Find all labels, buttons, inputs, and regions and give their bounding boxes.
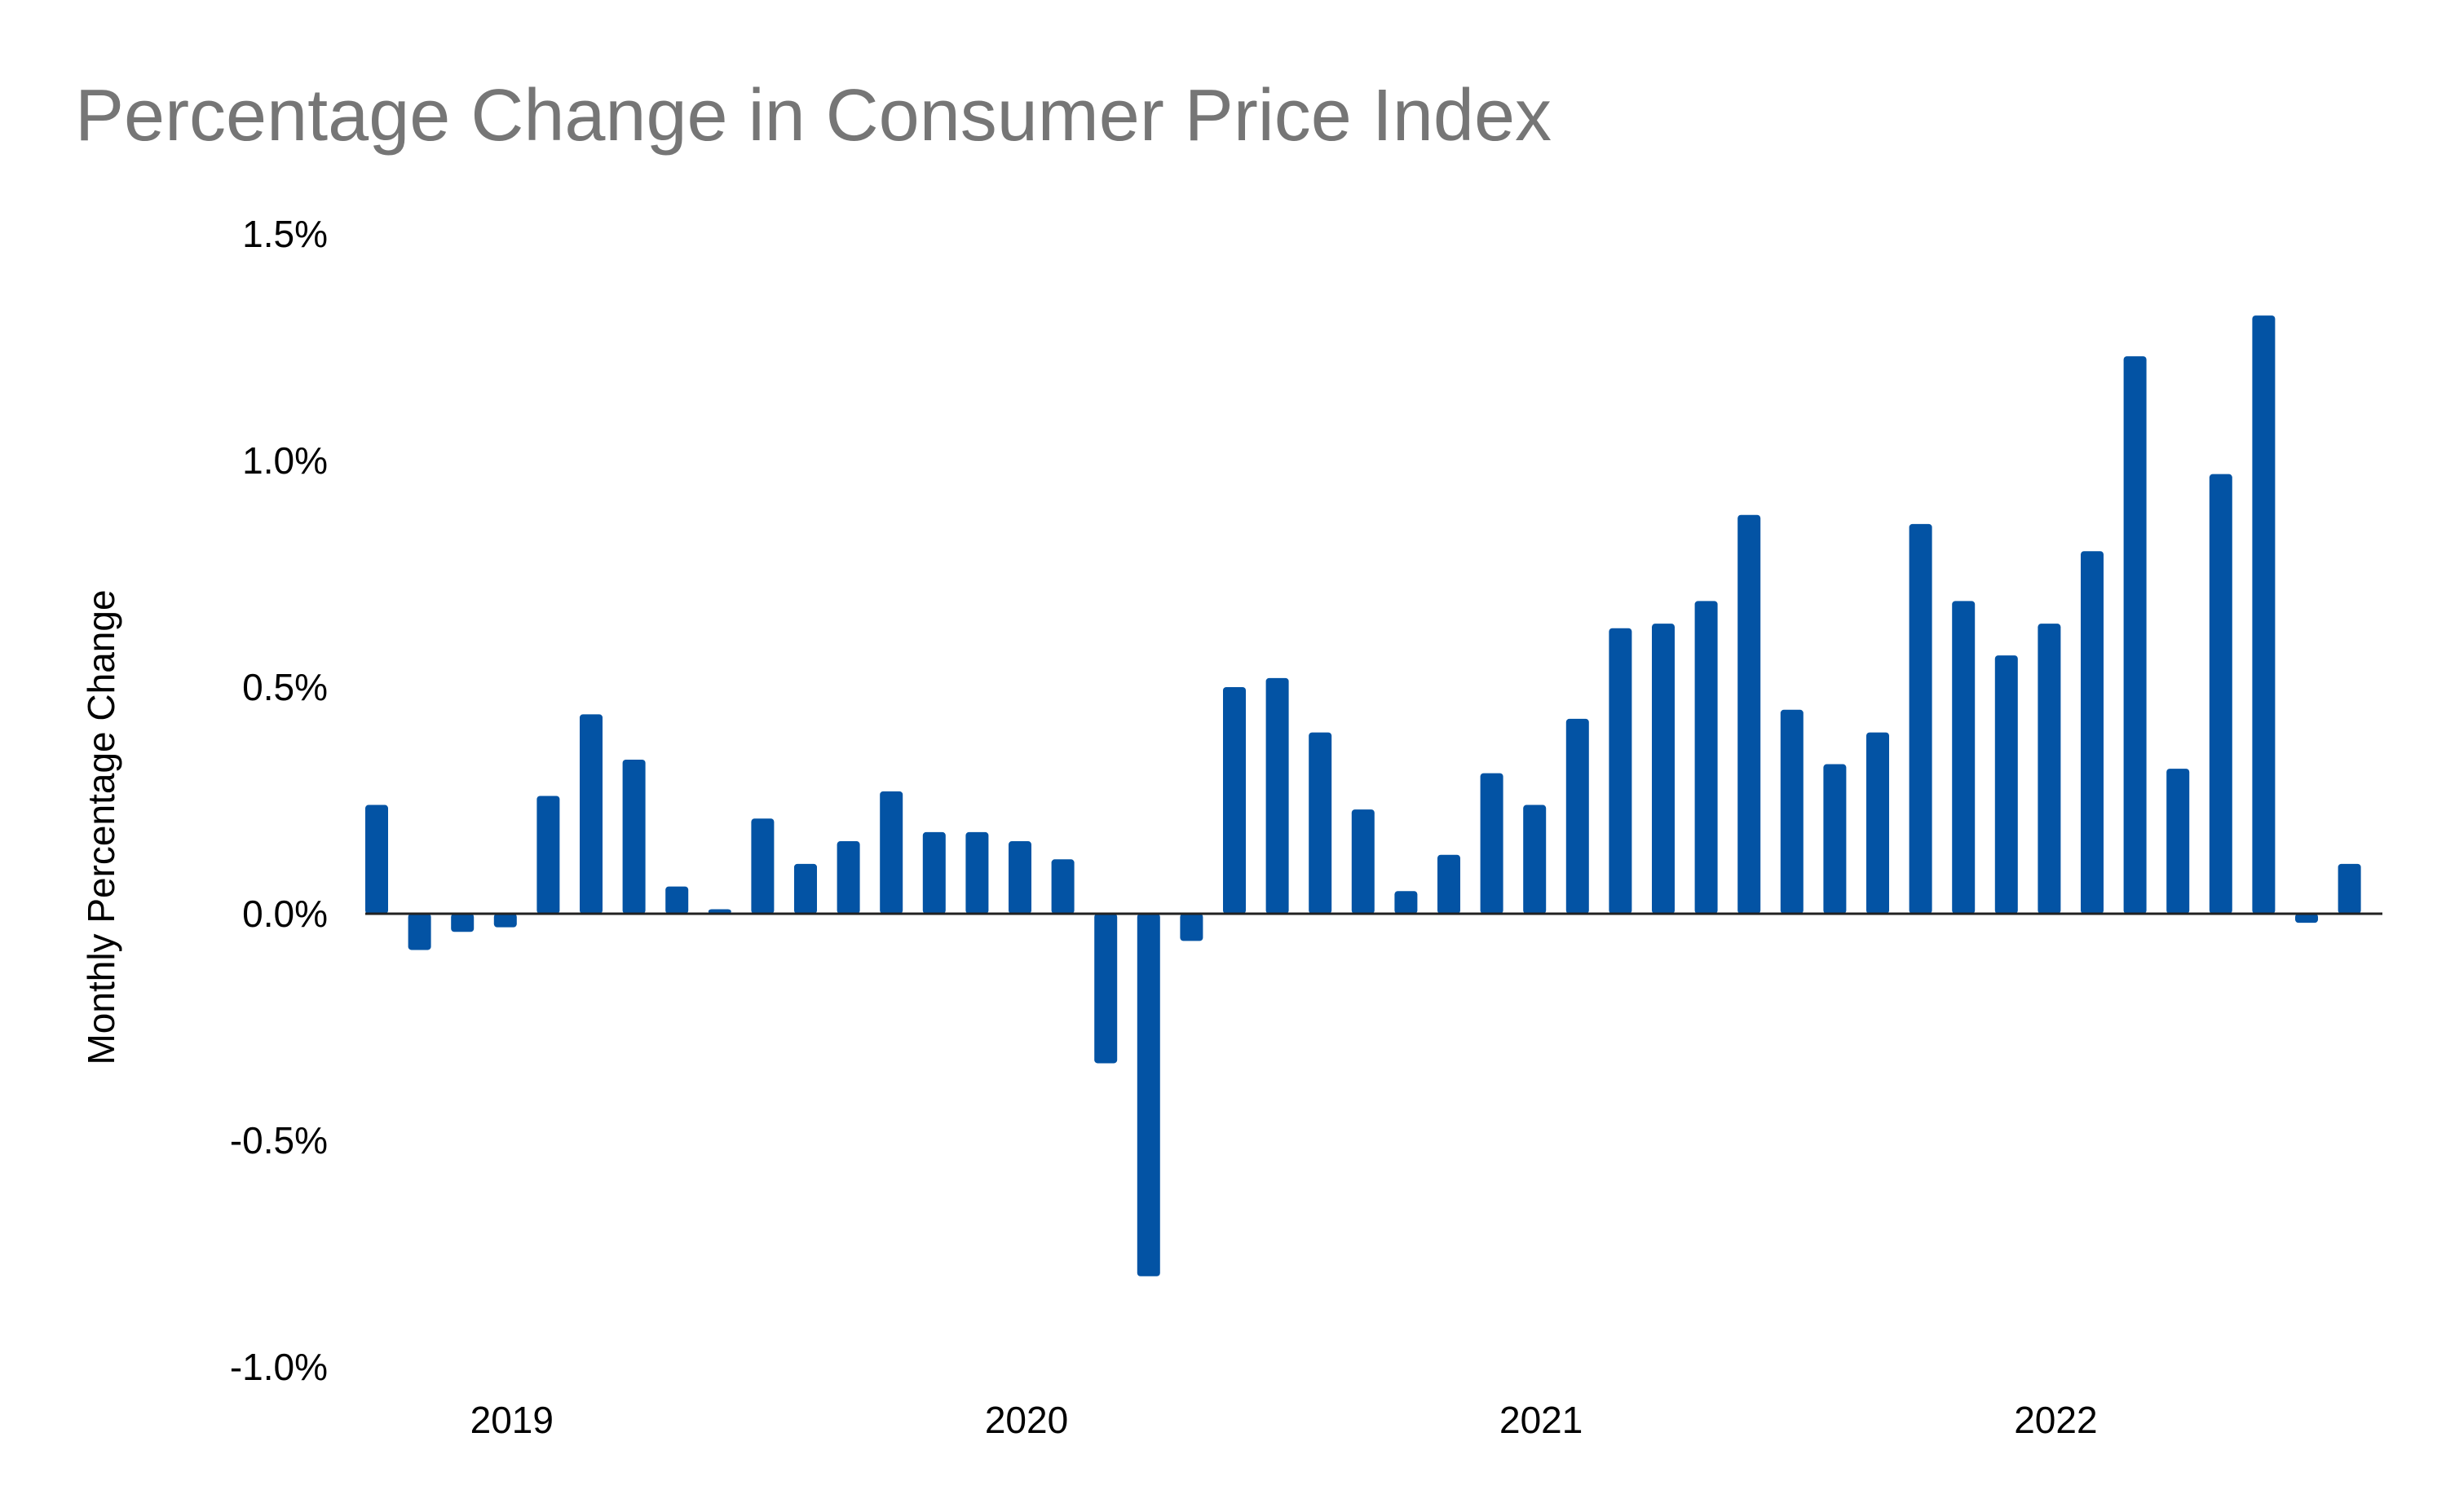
bar-2021-05 xyxy=(1694,601,1718,914)
bar-2020-07 xyxy=(1265,677,1289,914)
bar-2020-01 xyxy=(1009,841,1031,914)
bar-2022-04 xyxy=(2166,769,2190,914)
bar-2020-02 xyxy=(1051,859,1075,914)
bar-2018-10 xyxy=(365,804,388,914)
y-tick-label: -1.0% xyxy=(230,1346,328,1388)
x-tick-label: 2020 xyxy=(985,1399,1068,1441)
bar-2021-09 xyxy=(1866,732,1889,914)
x-tick-label: 2021 xyxy=(1499,1399,1583,1441)
bar-2021-02 xyxy=(1565,718,1589,914)
bar-2019-11 xyxy=(922,831,946,914)
bar-2022-03 xyxy=(2123,356,2147,914)
y-axis-label: Monthly Percentage Change xyxy=(80,589,122,1065)
bar-2018-11 xyxy=(408,914,431,950)
bar-2019-07 xyxy=(751,818,775,914)
bar-2019-01 xyxy=(493,914,517,928)
bar-2019-09 xyxy=(837,841,860,914)
bar-2022-08 xyxy=(2338,863,2361,914)
bar-2021-07 xyxy=(1780,709,1804,914)
bar-2019-03 xyxy=(580,714,603,914)
bar-2021-12 xyxy=(1994,655,2018,914)
bar-2019-05 xyxy=(665,886,689,914)
bar-2022-07 xyxy=(2295,914,2318,924)
bar-2022-01 xyxy=(2038,624,2061,914)
bar-2020-09 xyxy=(1351,809,1375,914)
bar-2018-12 xyxy=(451,914,475,932)
y-tick-label: 0.5% xyxy=(242,666,328,708)
bar-2020-06 xyxy=(1223,687,1246,914)
bar-2019-04 xyxy=(622,759,646,914)
bar-2019-12 xyxy=(965,831,989,914)
x-tick-label: 2022 xyxy=(2014,1399,2097,1441)
bar-2021-06 xyxy=(1737,514,1761,914)
bar-2020-12 xyxy=(1480,773,1503,914)
bar-2020-08 xyxy=(1309,732,1332,914)
bar-2020-04 xyxy=(1137,914,1160,1276)
bar-2020-03 xyxy=(1094,914,1118,1064)
bar-2020-05 xyxy=(1180,914,1203,941)
x-tick-label: 2019 xyxy=(470,1399,554,1441)
bar-2021-10 xyxy=(1909,523,1932,914)
chart-title: Percentage Change in Consumer Price Inde… xyxy=(75,75,1552,156)
bar-2022-06 xyxy=(2252,315,2276,915)
bar-2021-03 xyxy=(1609,628,1632,914)
bar-2019-08 xyxy=(794,863,817,914)
bar-2021-08 xyxy=(1823,764,1847,914)
bar-2019-02 xyxy=(536,796,560,914)
bar-2021-01 xyxy=(1523,804,1547,914)
y-tick-label: 1.5% xyxy=(242,213,328,255)
bar-2020-10 xyxy=(1394,891,1418,914)
bar-2022-05 xyxy=(2209,474,2232,914)
bar-2019-10 xyxy=(880,791,903,914)
y-tick-label: 0.0% xyxy=(242,893,328,935)
bar-2021-11 xyxy=(1952,601,1976,914)
bar-2022-02 xyxy=(2081,551,2104,914)
bar-2020-11 xyxy=(1437,854,1460,914)
y-tick-label: 1.0% xyxy=(242,439,328,482)
y-tick-label: -0.5% xyxy=(230,1119,328,1162)
bar-2021-04 xyxy=(1652,624,1675,914)
